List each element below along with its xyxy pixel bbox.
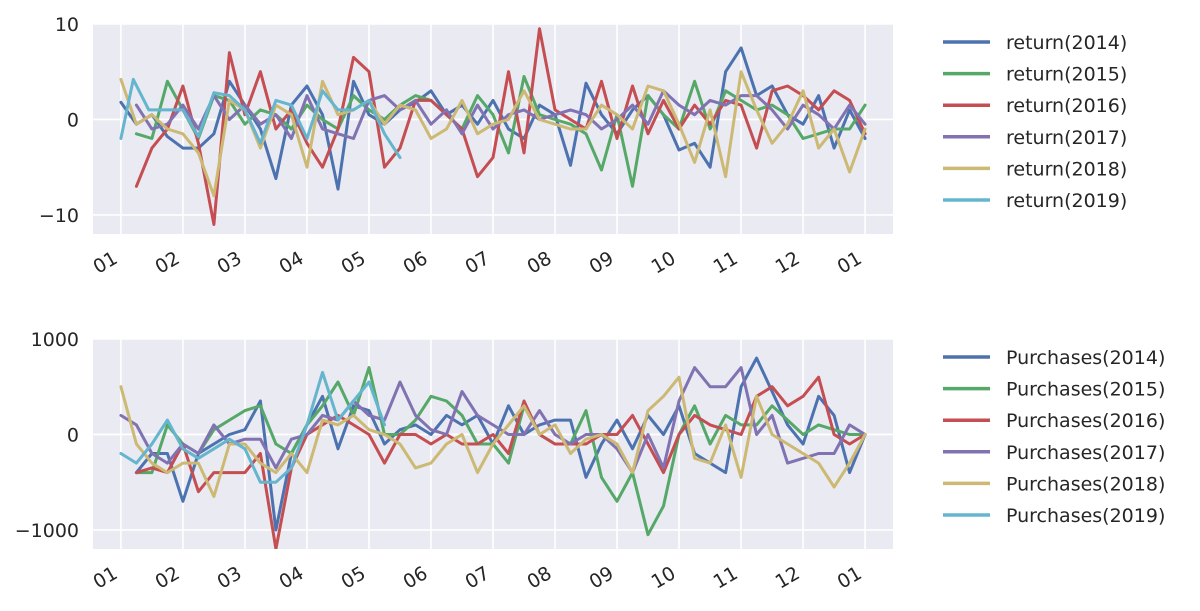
return-y-tick-label: 0 xyxy=(67,109,79,131)
return-legend-label-2018: return(2018) xyxy=(1006,158,1127,180)
return-x-tick-label: 09 xyxy=(586,247,618,278)
purchases-x-tick-label: 10 xyxy=(648,562,680,593)
purchases-series-line-2017 xyxy=(119,366,867,475)
purchases-legend-label-2014: Purchases(2014) xyxy=(1006,347,1165,369)
return-legend-label-2017: return(2017) xyxy=(1006,127,1127,149)
purchases-legend-label-2016: Purchases(2016) xyxy=(1006,410,1165,432)
purchases-series-line-2019 xyxy=(119,370,386,484)
return-x-tick-label: 01 xyxy=(834,247,866,278)
purchases-x-tick-label: 07 xyxy=(462,562,494,593)
return-x-tick-label: 03 xyxy=(213,247,245,278)
purchases-x-tick-label: 05 xyxy=(338,562,370,593)
return-x-tick-label: 12 xyxy=(772,247,804,278)
purchases-x-tick-label: 01 xyxy=(89,562,121,593)
return-legend-label-2014: return(2014) xyxy=(1006,32,1127,54)
return-chart-panel: 01 02 03 04 05 06 07 08 09 10 11 12 01 10 0 −10 return(2… xyxy=(39,14,1127,278)
purchases-x-tick-label: 09 xyxy=(586,562,618,593)
purchases-legend-label-2018: Purchases(2018) xyxy=(1006,473,1165,495)
return-series-group xyxy=(119,27,867,226)
return-series-line-2019 xyxy=(119,77,402,160)
purchases-x-tick-label: 01 xyxy=(834,562,866,593)
purchases-x-tick-label: 08 xyxy=(524,562,556,593)
purchases-legend-label-2015: Purchases(2015) xyxy=(1006,379,1165,401)
purchases-legend-label-2017: Purchases(2017) xyxy=(1006,442,1165,464)
purchases-x-tick-label: 12 xyxy=(772,562,804,593)
return-legend-label-2016: return(2016) xyxy=(1006,95,1127,117)
return-x-tick-label: 07 xyxy=(462,247,494,278)
purchases-chart-panel: 01 02 03 04 05 06 07 08 09 10 11 12 01 1000 0 −1000 Purc… xyxy=(15,329,1166,593)
return-x-tick-label: 11 xyxy=(710,247,742,278)
return-legend-label-2015: return(2015) xyxy=(1006,64,1127,86)
purchases-legend-label-2019: Purchases(2019) xyxy=(1006,505,1165,527)
purchases-series-line-2016 xyxy=(134,375,867,549)
purchases-x-tick-label: 11 xyxy=(710,562,742,593)
purchases-x-tick-label: 06 xyxy=(400,562,432,593)
purchases-x-tick-label: 04 xyxy=(276,562,308,593)
return-y-tick-label: −10 xyxy=(39,205,79,227)
return-series-line-2015 xyxy=(134,75,867,188)
return-x-tick-label: 05 xyxy=(338,247,370,278)
purchases-series-line-2018 xyxy=(119,375,867,498)
purchases-series-group xyxy=(119,356,867,549)
return-x-tick-label: 10 xyxy=(648,247,680,278)
return-series-line-2016 xyxy=(134,27,867,226)
return-x-tick-label: 06 xyxy=(400,247,432,278)
purchases-y-tick-label: 0 xyxy=(67,424,79,446)
return-x-tick-label: 02 xyxy=(151,247,183,278)
purchases-x-tick-label: 03 xyxy=(213,562,245,593)
return-legend-label-2019: return(2019) xyxy=(1006,190,1127,212)
purchases-y-tick-label: 1000 xyxy=(31,329,79,351)
return-y-tick-label: 10 xyxy=(55,14,79,36)
purchases-y-tick-label: −1000 xyxy=(15,520,79,542)
return-x-tick-label: 04 xyxy=(276,247,308,278)
purchases-x-tick-label: 02 xyxy=(151,562,183,593)
return-x-tick-label: 08 xyxy=(524,247,556,278)
return-x-tick-label: 01 xyxy=(89,247,121,278)
